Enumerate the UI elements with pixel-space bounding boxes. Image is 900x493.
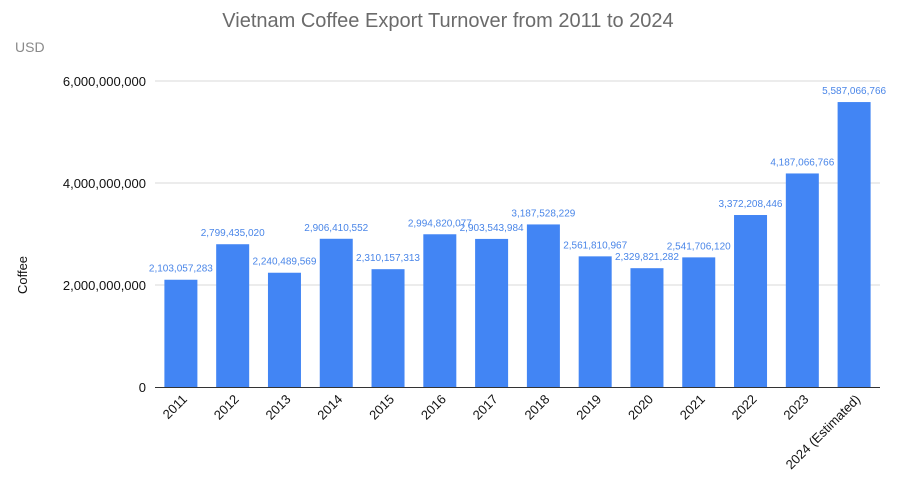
data-label: 2,240,489,569 xyxy=(252,257,316,268)
x-tick-label: 2011 xyxy=(160,392,190,422)
x-tick-label: 2013 xyxy=(263,392,294,423)
bar xyxy=(319,238,353,387)
data-label: 2,329,821,282 xyxy=(615,252,679,263)
y-axis-label: Coffee xyxy=(15,256,30,294)
bar xyxy=(423,234,457,387)
data-label: 3,372,208,446 xyxy=(719,199,783,210)
x-tick-label: 2022 xyxy=(729,392,760,423)
x-tick-label: 2018 xyxy=(521,392,552,423)
data-label: 2,310,157,313 xyxy=(356,253,420,264)
x-tick-label: 2017 xyxy=(470,392,501,423)
gridlines xyxy=(155,80,880,286)
x-tick-label: 2015 xyxy=(366,392,397,423)
data-label: 3,187,528,229 xyxy=(511,208,575,219)
y-tick-label: 6,000,000,000 xyxy=(63,74,146,89)
data-label: 2,903,543,984 xyxy=(460,223,524,234)
data-label: 2,103,057,283 xyxy=(149,264,213,275)
x-tick-label: 2023 xyxy=(780,392,811,423)
bar xyxy=(630,268,664,387)
data-label: 4,187,066,766 xyxy=(770,157,834,168)
bar xyxy=(682,257,716,387)
bar xyxy=(371,269,405,387)
bar xyxy=(164,279,198,387)
x-tick-label: 2019 xyxy=(573,392,604,423)
bar xyxy=(267,272,301,387)
bar xyxy=(578,256,612,387)
data-labels: 2,103,057,283 2,799,435,020 2,240,489,569 2… xyxy=(149,86,887,275)
bar xyxy=(837,102,871,387)
data-label: 2,541,706,120 xyxy=(667,241,731,252)
bar xyxy=(734,215,768,387)
bar xyxy=(216,244,250,387)
bar xyxy=(785,173,819,387)
y-tick-label: 4,000,000,000 xyxy=(63,176,146,191)
y-axis-ticks: 0 2,000,000,000 4,000,000,000 6,000,000,000 xyxy=(63,74,146,395)
bar xyxy=(526,224,560,387)
y-tick-label: 0 xyxy=(139,380,146,395)
y-tick-label: 2,000,000,000 xyxy=(63,278,146,293)
unit-label: USD xyxy=(15,39,45,55)
data-label: 2,994,820,077 xyxy=(408,218,472,229)
bars xyxy=(164,102,871,387)
x-tick-label: 2021 xyxy=(677,392,708,423)
x-tick-label: 2016 xyxy=(418,392,449,423)
data-label: 2,799,435,020 xyxy=(201,228,265,239)
x-tick-label: 2014 xyxy=(314,392,345,423)
data-label: 2,561,810,967 xyxy=(563,240,627,251)
data-label: 2,906,410,552 xyxy=(304,223,368,234)
bar xyxy=(475,238,509,387)
x-axis-ticks: 2011 2012 2013 2014 2015 2016 2017 2018 2019 2020… xyxy=(160,392,864,473)
x-tick-label: 2020 xyxy=(625,392,656,423)
x-tick-label: 2012 xyxy=(211,392,242,423)
chart-title: Vietnam Coffee Export Turnover from 2011… xyxy=(222,10,673,32)
data-label: 5,587,066,766 xyxy=(822,86,886,97)
